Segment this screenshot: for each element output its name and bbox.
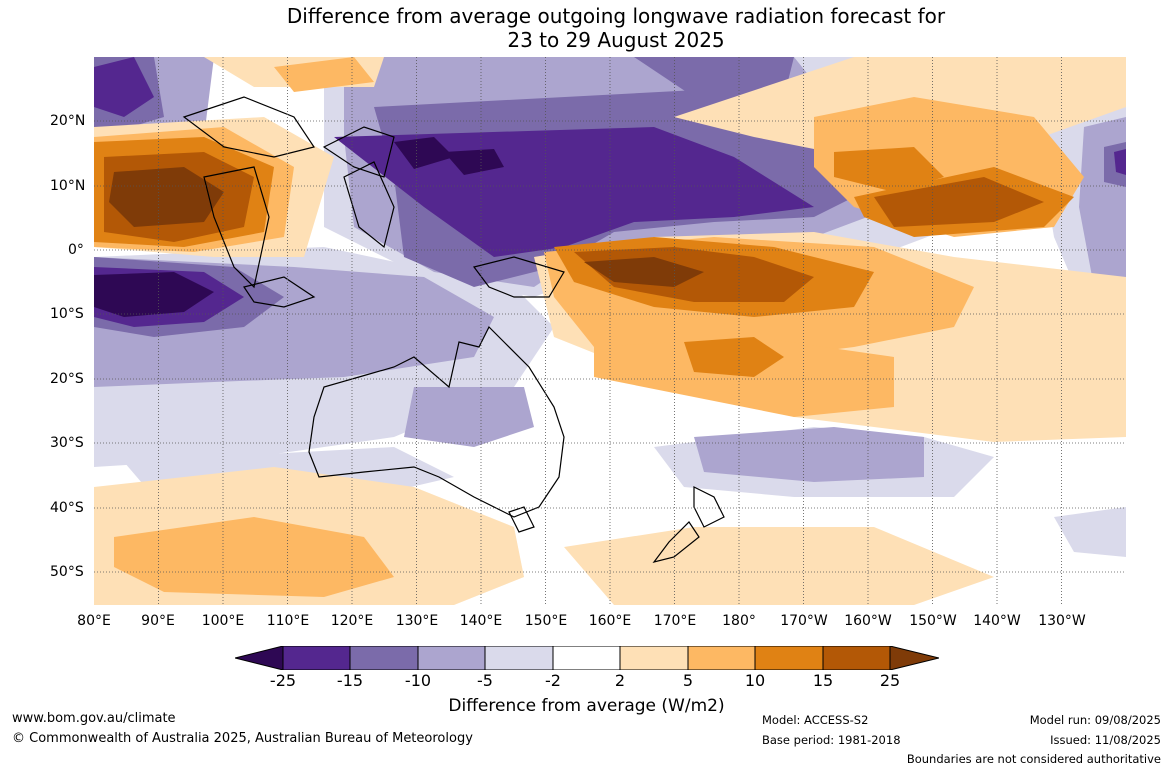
x-tick-120e: 120°E bbox=[330, 613, 374, 629]
colorbar bbox=[235, 646, 939, 670]
colorbar-label: Difference from average (W/m2) bbox=[448, 696, 725, 716]
colorbar-swatch bbox=[417, 646, 486, 670]
x-tick-180: 180° bbox=[722, 613, 756, 629]
x-tick-150w: 150°W bbox=[909, 613, 957, 629]
colorbar-swatch bbox=[552, 646, 621, 670]
new-zealand-north-coastline bbox=[693, 486, 725, 528]
footer-base-period: Base period: 1981-2018 bbox=[762, 733, 901, 747]
borneo-coastline bbox=[343, 161, 395, 249]
philippines-coastline bbox=[322, 126, 395, 178]
x-tick-130w: 130°W bbox=[1038, 613, 1086, 629]
y-tick-equator: 0° bbox=[68, 242, 84, 258]
y-tick-50s: 50°S bbox=[50, 564, 84, 580]
colorbar-swatch bbox=[349, 646, 419, 670]
anomaly-map bbox=[94, 57, 1126, 605]
x-tick-170e: 170°E bbox=[653, 613, 697, 629]
colorbar-swatch bbox=[282, 646, 351, 670]
anomaly-fill-neg-extreme bbox=[94, 137, 504, 317]
y-tick-20n: 20°N bbox=[50, 113, 86, 129]
x-tick-130e: 130°E bbox=[395, 613, 439, 629]
new-guinea-coastline bbox=[472, 256, 565, 298]
colorbar-tick: -10 bbox=[404, 671, 432, 690]
footer-copyright: © Commonwealth of Australia 2025, Austra… bbox=[12, 731, 473, 746]
colorbar-tick: -2 bbox=[545, 671, 561, 690]
colorbar-arrow-high bbox=[889, 646, 939, 670]
tasmania-coastline bbox=[508, 506, 535, 533]
footer-url: www.bom.gov.au/climate bbox=[12, 711, 176, 726]
map-canvas bbox=[94, 57, 1126, 605]
colorbar-swatch bbox=[619, 646, 689, 670]
y-tick-40s: 40°S bbox=[50, 500, 84, 516]
colorbar-tick: 10 bbox=[744, 671, 766, 690]
footer-model: Model: ACCESS-S2 bbox=[762, 713, 869, 727]
x-tick-160w: 160°W bbox=[844, 613, 892, 629]
x-tick-90e: 90°E bbox=[141, 613, 175, 629]
anomaly-fill-pos-extreme bbox=[109, 167, 704, 287]
new-zealand-south-coastline bbox=[652, 521, 700, 563]
footer-model-run: Model run: 09/08/2025 bbox=[1029, 713, 1161, 727]
y-tick-30s: 30°S bbox=[50, 435, 84, 451]
footer-issued: Issued: 11/08/2025 bbox=[1050, 733, 1161, 747]
x-tick-150e: 150°E bbox=[524, 613, 568, 629]
colorbar-tick: -15 bbox=[336, 671, 364, 690]
x-tick-80e: 80°E bbox=[77, 613, 111, 629]
y-tick-10n: 10°N bbox=[50, 178, 86, 194]
australia-coastline bbox=[308, 325, 565, 518]
colorbar-tick: -5 bbox=[477, 671, 493, 690]
x-tick-140e: 140°E bbox=[459, 613, 503, 629]
colorbar-swatch bbox=[687, 646, 756, 670]
colorbar-tick: -25 bbox=[269, 671, 297, 690]
title-line-1: Difference from average outgoing longwav… bbox=[286, 4, 946, 28]
colorbar-tick: 5 bbox=[682, 671, 694, 690]
colorbar-swatch bbox=[822, 646, 891, 670]
asia-coastline bbox=[182, 96, 315, 158]
x-tick-170w: 170°W bbox=[780, 613, 828, 629]
graticule bbox=[94, 57, 1126, 605]
coastlines bbox=[182, 96, 725, 563]
y-tick-10s: 10°S bbox=[50, 306, 84, 322]
southeast-asia-coastline bbox=[203, 166, 270, 289]
x-tick-160e: 160°E bbox=[588, 613, 632, 629]
map-title: Difference from average outgoing longwav… bbox=[0, 4, 1173, 52]
x-tick-140w: 140°W bbox=[973, 613, 1021, 629]
colorbar-tick: 15 bbox=[812, 671, 834, 690]
colorbar-tick: 25 bbox=[879, 671, 901, 690]
title-line-2: 23 to 29 August 2025 bbox=[507, 28, 725, 52]
colorbar-tick: 2 bbox=[614, 671, 626, 690]
x-tick-110e: 110°E bbox=[266, 613, 310, 629]
java-coastline bbox=[243, 276, 316, 308]
colorbar-swatch bbox=[484, 646, 554, 670]
colorbar-arrow-low bbox=[235, 646, 284, 670]
colorbar-swatch bbox=[754, 646, 824, 670]
y-tick-20s: 20°S bbox=[50, 371, 84, 387]
footer-disclaimer: Boundaries are not considered authoritat… bbox=[906, 752, 1161, 766]
x-tick-100e: 100°E bbox=[201, 613, 245, 629]
